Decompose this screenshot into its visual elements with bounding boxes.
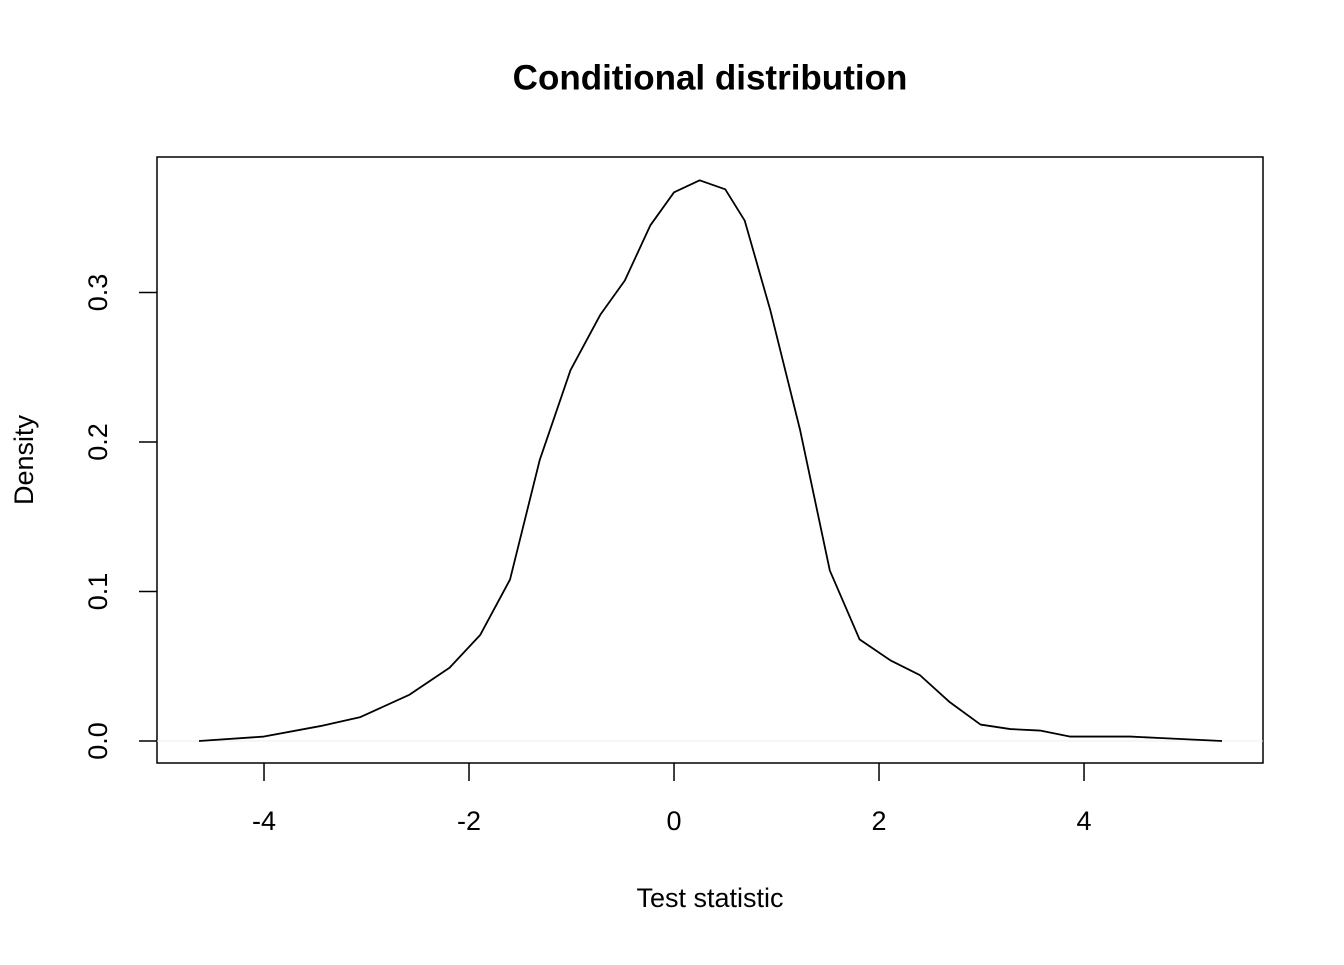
y-tick-label: 0.0 bbox=[83, 722, 113, 760]
x-axis-label: Test statistic bbox=[636, 883, 783, 913]
plot-frame bbox=[156, 156, 1264, 764]
density-line bbox=[198, 179, 1223, 742]
y-axis-label: Density bbox=[9, 414, 39, 505]
x-tick-label: 0 bbox=[667, 806, 682, 836]
chart-title: Conditional distribution bbox=[513, 58, 908, 97]
x-tick-label: -4 bbox=[252, 806, 276, 836]
y-tick-label: 0.1 bbox=[83, 573, 113, 611]
x-tick-label: 4 bbox=[1077, 806, 1092, 836]
x-tick-label: 2 bbox=[872, 806, 887, 836]
y-tick-label: 0.3 bbox=[83, 274, 113, 312]
y-tick-label: 0.2 bbox=[83, 423, 113, 461]
x-tick-label: -2 bbox=[457, 806, 481, 836]
